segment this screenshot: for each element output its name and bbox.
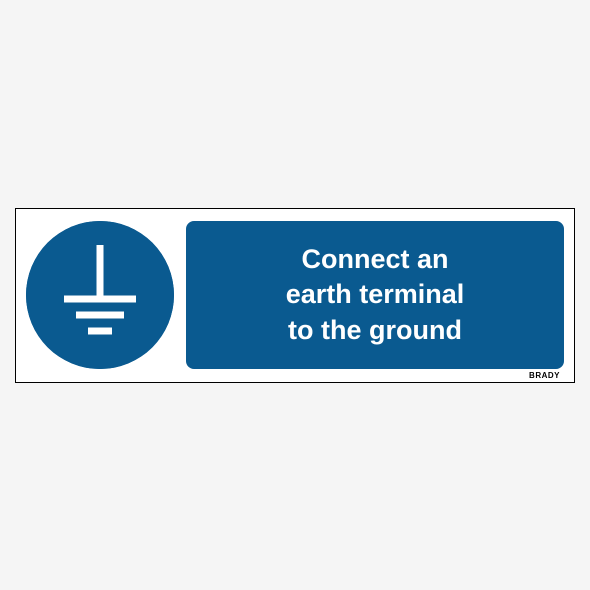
instruction-text-panel: Connect an earth terminal to the ground [186, 221, 564, 369]
instruction-message: Connect an earth terminal to the ground [286, 242, 465, 347]
earth-ground-icon [26, 221, 174, 369]
mandatory-icon-circle [26, 221, 174, 369]
brand-label: BRADY [529, 371, 560, 380]
safety-sign: Connect an earth terminal to the ground … [15, 208, 575, 383]
